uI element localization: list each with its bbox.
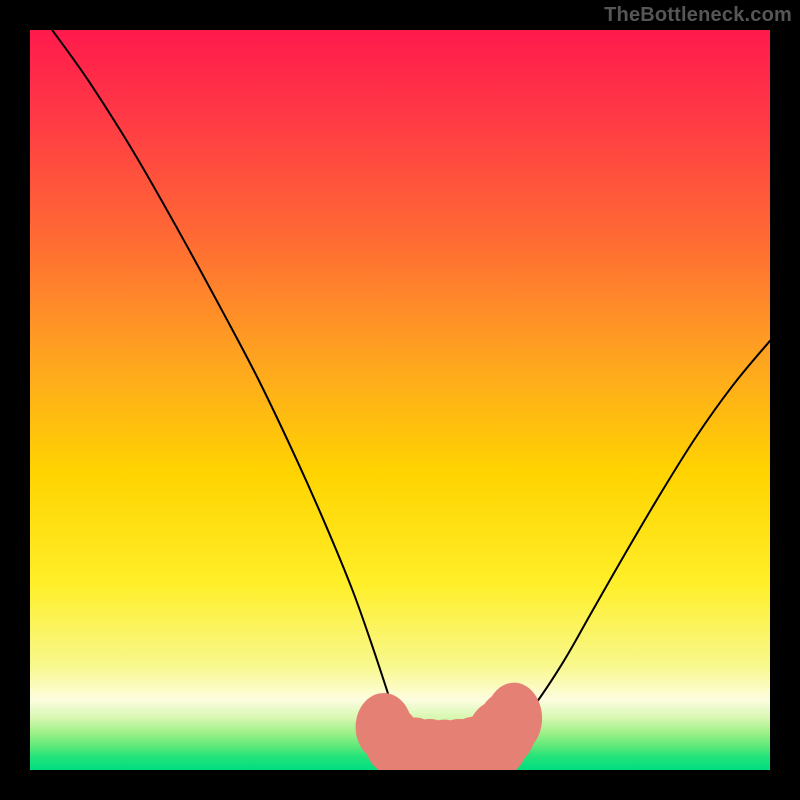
plot-area — [30, 30, 770, 770]
chart-svg — [30, 30, 770, 770]
watermark-label: TheBottleneck.com — [604, 4, 792, 27]
chart-frame: TheBottleneck.com — [0, 0, 800, 800]
bottom-dot — [486, 683, 542, 754]
chart-background — [30, 30, 770, 770]
